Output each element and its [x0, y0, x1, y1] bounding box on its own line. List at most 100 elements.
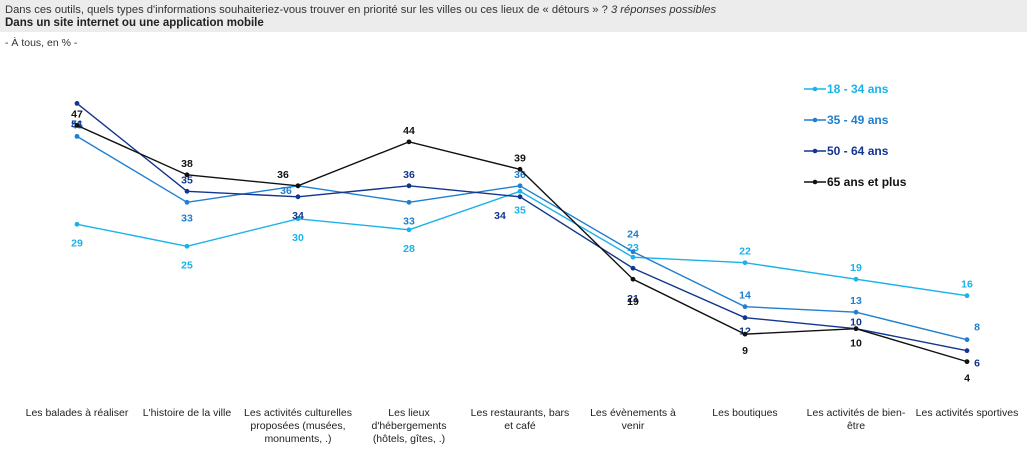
legend-swatch-point [812, 148, 818, 154]
data-point [184, 199, 190, 205]
data-point [184, 188, 190, 194]
data-point [517, 194, 523, 200]
question-note: 3 réponses possibles [610, 4, 717, 16]
category-label-line: Les balades à réaliser [26, 407, 129, 419]
data-label: 23 [627, 242, 639, 254]
chart-subtitle: Dans un site internet ou une application… [5, 17, 264, 29]
data-label: 36 [277, 169, 289, 181]
data-label: 19 [627, 296, 639, 308]
data-label: 28 [403, 243, 415, 255]
data-point [184, 172, 190, 178]
data-point [853, 326, 859, 332]
data-label: 36 [514, 169, 526, 181]
category-label-line: Les boutiques [712, 407, 777, 419]
data-point [295, 216, 301, 222]
legend-label: 35 - 49 ans [827, 113, 889, 127]
data-label: 35 [181, 174, 193, 186]
data-point [742, 260, 748, 266]
data-point [295, 183, 301, 189]
data-label: 36 [280, 185, 292, 197]
data-label: 29 [71, 237, 83, 249]
category-label-line: L'histoire de la ville [143, 407, 232, 419]
data-label: 44 [403, 125, 415, 137]
data-point [406, 199, 412, 205]
category-label: Les boutiques [712, 407, 777, 419]
legend-label: 50 - 64 ans [827, 144, 889, 158]
data-label: 16 [961, 279, 973, 291]
data-label: 34 [494, 210, 506, 222]
data-point [74, 133, 80, 139]
chart-base-note: - À tous, en % - [5, 37, 78, 49]
data-point [517, 166, 523, 172]
data-point [295, 194, 301, 200]
data-label: 25 [181, 259, 193, 271]
data-label: 33 [181, 212, 193, 224]
data-label: 34 [292, 210, 304, 222]
category-label: Les restaurants, bars et café [471, 407, 570, 432]
category-label: Les activités sportives [916, 407, 1019, 419]
data-point [742, 331, 748, 337]
data-label: 21 [627, 293, 639, 305]
category-label: Les activités de bien-être [807, 407, 906, 432]
legend-swatch-point [812, 117, 818, 123]
question-main: Dans ces outils, quels types d'informati… [5, 4, 608, 16]
data-point [964, 293, 970, 299]
category-label-line: Les restaurants, bars [471, 407, 570, 419]
data-label: 24 [627, 229, 639, 241]
data-point [964, 337, 970, 343]
data-point [742, 315, 748, 321]
data-label: 35 [514, 204, 526, 216]
data-point [742, 304, 748, 310]
data-point [517, 183, 523, 189]
data-label: 4 [964, 373, 970, 385]
data-label: 14 [739, 290, 751, 302]
data-label: 30 [292, 232, 304, 244]
category-label-line: Les activités sportives [916, 407, 1019, 419]
data-point [406, 183, 412, 189]
data-label: 8 [974, 322, 980, 334]
category-label-line: monuments, .) [264, 433, 331, 445]
data-label: 10 [850, 338, 862, 350]
data-label: 13 [850, 295, 862, 307]
data-point [964, 348, 970, 354]
legend-label: 18 - 34 ans [827, 82, 889, 96]
category-label-line: d'hébergements [372, 420, 447, 432]
category-label: Les activités culturelles proposées (musé… [244, 407, 352, 445]
data-label: 9 [742, 345, 748, 357]
data-point [517, 188, 523, 194]
category-label-line: Les évènements à [590, 407, 676, 419]
series-line [76, 102, 968, 352]
data-label: 36 [403, 169, 415, 181]
series-line [76, 135, 968, 341]
data-point [74, 101, 80, 106]
data-label: 10 [850, 317, 862, 329]
category-label: Les balades à réaliser [26, 407, 129, 419]
data-point [630, 265, 636, 271]
category-label-line: proposées (musées, [250, 420, 345, 432]
data-label: 47 [71, 108, 83, 120]
data-point [74, 221, 80, 227]
data-point [184, 243, 190, 249]
data-label: 12 [739, 326, 751, 338]
legend-swatch-point [812, 86, 818, 92]
chart-header: Dans ces outils, quels types d'informati… [0, 0, 1027, 32]
category-label-line: être [847, 420, 865, 432]
data-point [406, 227, 412, 233]
category-label: Les lieux d'hébergements (hôtels, gîtes, .… [372, 407, 447, 445]
data-label: 38 [181, 158, 193, 170]
category-label-line: et café [504, 420, 536, 432]
question-text: Dans ces outils, quels types d'informati… [5, 4, 716, 16]
data-point [853, 309, 859, 315]
category-label-line: venir [622, 420, 645, 432]
category-label-line: Les activités de bien- [807, 407, 906, 419]
data-label: 39 [514, 152, 526, 164]
data-point [630, 249, 636, 255]
data-label: 6 [974, 358, 980, 370]
data-label: 22 [739, 246, 751, 258]
data-point [74, 122, 80, 128]
data-label: 33 [403, 215, 415, 227]
data-point [853, 276, 859, 282]
category-label-line: Les activités culturelles [244, 407, 352, 419]
category-label: Les évènements à venir [590, 407, 676, 432]
